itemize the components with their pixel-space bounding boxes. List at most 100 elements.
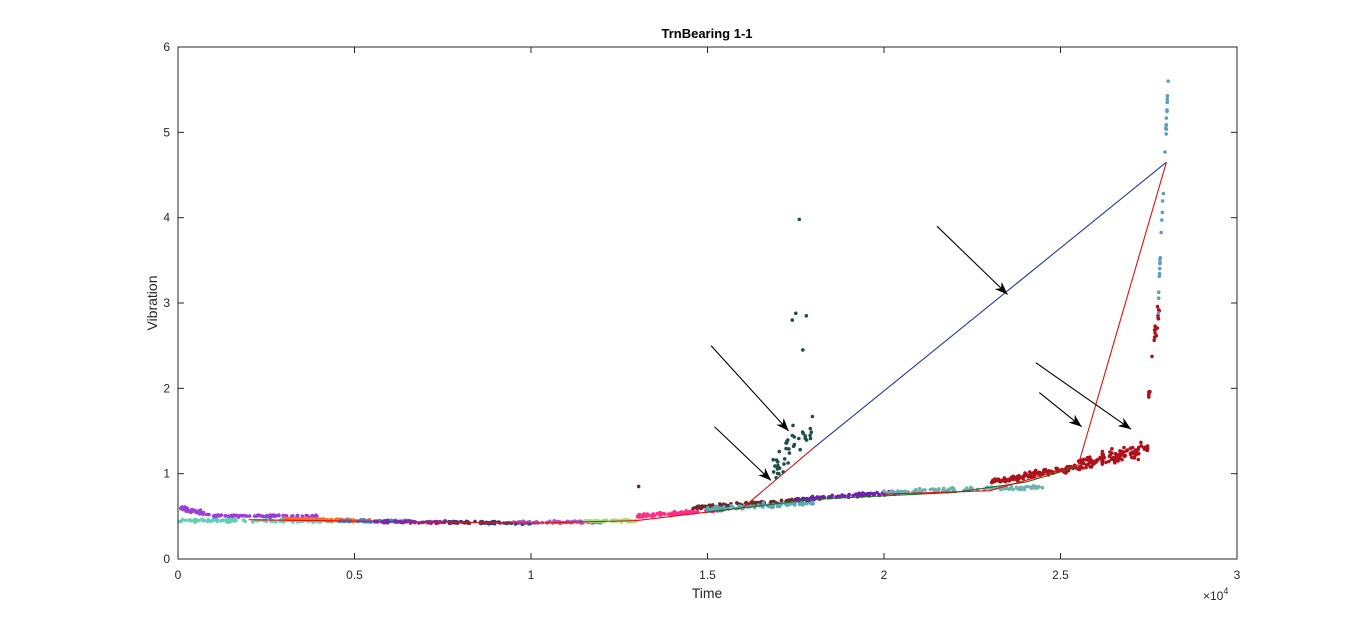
data-point — [1161, 191, 1166, 196]
arrow-2 — [710, 345, 790, 432]
x-tick-label: 1 — [528, 568, 535, 582]
data-point — [1159, 230, 1163, 235]
data-point — [1089, 460, 1093, 465]
data-point — [1032, 472, 1037, 476]
data-point — [651, 512, 655, 517]
data-point — [998, 479, 1003, 484]
x-axis: 0 0.5 1 1.5 2 2.5 3 — [175, 47, 1241, 582]
data-point — [231, 513, 236, 518]
scatter-series-segment-19 — [1156, 94, 1170, 315]
data-point — [692, 506, 696, 510]
data-point — [1040, 485, 1045, 490]
outlier-point — [636, 484, 641, 489]
data-point — [1009, 475, 1014, 480]
data-point — [1136, 447, 1140, 452]
data-point — [800, 500, 805, 505]
data-point — [295, 513, 300, 518]
data-point — [1031, 484, 1036, 489]
data-point — [184, 506, 188, 511]
data-point — [215, 519, 220, 524]
y-axis: 0 1 2 3 4 5 6 — [163, 40, 1237, 566]
annotation-layer — [710, 225, 1132, 481]
data-point — [1155, 304, 1160, 309]
data-point — [321, 517, 325, 521]
data-point — [790, 497, 794, 502]
data-point — [843, 494, 847, 498]
data-point — [197, 510, 202, 515]
data-point — [750, 500, 754, 505]
data-point — [877, 492, 881, 497]
data-point — [178, 519, 181, 524]
scatter-series-segment-3 — [211, 513, 319, 520]
data-point — [1152, 328, 1157, 332]
arrow-head — [994, 281, 1008, 295]
x-tick-label: 2.5 — [1052, 568, 1069, 582]
data-point — [1033, 468, 1038, 473]
data-point — [241, 518, 246, 522]
data-point — [1160, 218, 1164, 222]
outlier-point — [797, 217, 802, 222]
outlier-point — [801, 348, 805, 352]
data-point — [1029, 473, 1033, 477]
exponent-power: 4 — [1223, 586, 1228, 596]
data-point — [1164, 123, 1168, 127]
data-point — [792, 442, 797, 447]
data-point — [903, 489, 907, 494]
data-point — [1121, 450, 1126, 454]
data-point — [1122, 445, 1126, 450]
data-point — [1150, 354, 1154, 359]
data-point — [213, 513, 217, 518]
data-point — [1154, 333, 1159, 338]
data-point — [238, 513, 242, 518]
data-point — [800, 496, 805, 501]
arrow-shaft — [1038, 392, 1083, 428]
data-point — [1107, 459, 1111, 464]
data-point — [1064, 471, 1068, 475]
data-point — [205, 512, 209, 517]
data-point — [803, 436, 807, 441]
data-point — [1002, 476, 1007, 481]
y-tick-label: 6 — [163, 40, 170, 54]
data-point — [221, 518, 225, 523]
data-point — [1007, 487, 1011, 491]
trend-line-red-2 — [883, 162, 1167, 495]
outlier-point — [790, 318, 795, 322]
data-point — [791, 423, 795, 428]
data-point — [625, 518, 629, 522]
data-point — [667, 512, 671, 516]
data-point — [1034, 486, 1039, 490]
y-tick-label: 5 — [163, 125, 170, 139]
data-point — [1129, 455, 1134, 460]
data-point — [1117, 454, 1121, 458]
data-point — [1163, 126, 1168, 131]
trend-line-green — [707, 466, 1079, 513]
chart-title: TrnBearing 1-1 — [661, 26, 752, 41]
data-point — [223, 514, 227, 518]
data-point — [234, 518, 238, 523]
data-point — [1165, 97, 1169, 102]
outlier-point — [793, 311, 798, 316]
data-point — [183, 518, 188, 523]
y-tick-label: 2 — [163, 381, 170, 395]
data-point — [775, 503, 780, 508]
data-point — [277, 513, 281, 518]
data-point — [1120, 457, 1124, 462]
data-point — [777, 472, 781, 476]
scatter-series-segment-1 — [179, 505, 211, 517]
data-point — [1153, 331, 1157, 335]
data-point — [700, 505, 704, 510]
data-point — [1016, 475, 1021, 479]
data-point — [226, 514, 231, 518]
data-point — [1092, 461, 1097, 465]
data-point — [1082, 457, 1086, 462]
data-point — [771, 470, 776, 474]
data-point — [718, 506, 722, 510]
data-point — [821, 495, 826, 499]
data-point — [1100, 449, 1105, 454]
data-point — [731, 505, 735, 510]
data-point — [968, 485, 973, 490]
data-point — [1157, 266, 1162, 271]
data-point — [637, 515, 642, 519]
data-point — [1011, 487, 1015, 492]
data-point — [808, 436, 813, 441]
